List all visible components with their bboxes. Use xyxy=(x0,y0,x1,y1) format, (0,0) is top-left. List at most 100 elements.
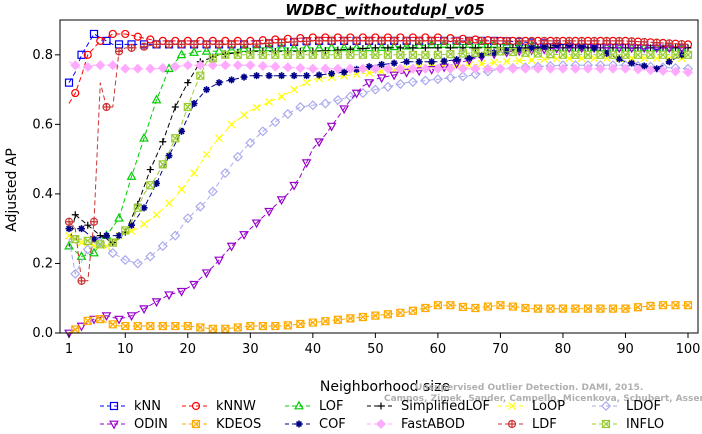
series-line-INFLO xyxy=(69,50,688,247)
point-kNNW xyxy=(421,33,430,42)
point-INFLO xyxy=(583,50,593,59)
legend-entry-LoOP: LoOP xyxy=(498,399,565,414)
point-KDEOS xyxy=(608,304,618,313)
point-FastABOD xyxy=(157,62,168,74)
legend-label: INFLO xyxy=(626,417,664,432)
point-LDF xyxy=(227,40,236,49)
point-LDF xyxy=(264,39,274,48)
point-COF xyxy=(115,232,123,240)
point-ODIN xyxy=(189,280,199,290)
point-FastABOD xyxy=(470,63,481,74)
point-KDEOS xyxy=(621,304,630,313)
point-LOF xyxy=(326,42,337,52)
chart-title: WDBC_withoutdupl_v05 xyxy=(285,1,484,19)
point-FastABOD xyxy=(420,63,431,74)
point-COF xyxy=(265,72,273,80)
point-LDF xyxy=(89,217,99,226)
point-KDEOS xyxy=(433,301,442,310)
point-LDF xyxy=(365,36,374,45)
point-INFLO xyxy=(596,50,605,59)
point-LOF xyxy=(289,42,299,52)
legend-label: kNN xyxy=(134,399,161,414)
legend-marker xyxy=(294,400,304,410)
point-COF xyxy=(478,52,486,60)
point-LoOP xyxy=(215,134,223,143)
point-LDF xyxy=(427,36,436,45)
point-FastABOD xyxy=(620,63,631,74)
point-SimplifiedLOF xyxy=(84,221,92,229)
point-INFLO xyxy=(246,50,255,59)
point-KDEOS xyxy=(283,321,292,330)
point-INFLO xyxy=(296,50,305,59)
point-LDOF xyxy=(332,94,343,106)
x-tick-label: 90 xyxy=(617,342,634,357)
point-LDOF xyxy=(132,258,143,269)
point-LDOF xyxy=(107,247,118,259)
point-FastABOD xyxy=(145,63,156,74)
point-LDF xyxy=(64,217,74,226)
point-KDEOS xyxy=(396,308,405,317)
point-FastABOD xyxy=(532,63,543,74)
point-KDEOS xyxy=(521,303,530,313)
legend-entry-ODIN: ODIN xyxy=(100,417,168,432)
point-INFLO xyxy=(196,71,205,80)
point-INFLO xyxy=(146,181,155,190)
point-LDF xyxy=(202,40,211,49)
point-LoOP xyxy=(165,199,173,208)
legend-marker xyxy=(507,419,517,429)
series-INFLO xyxy=(69,47,693,249)
point-LDF xyxy=(139,42,149,51)
point-KDEOS xyxy=(183,321,192,331)
point-KDEOS xyxy=(71,325,80,334)
point-COF xyxy=(453,56,461,64)
point-SimplifiedLOF xyxy=(434,44,442,52)
point-ODIN xyxy=(601,44,612,54)
legend-marker xyxy=(191,401,201,411)
point-KDEOS xyxy=(508,302,518,311)
point-KDEOS xyxy=(421,303,430,313)
legend-label: LDOF xyxy=(626,399,661,414)
series-LoOP xyxy=(65,54,688,250)
point-LOF xyxy=(126,171,137,180)
point-LDOF xyxy=(207,186,218,197)
point-LDF xyxy=(440,36,449,45)
point-LDF xyxy=(552,36,561,45)
point-KDEOS xyxy=(83,316,92,325)
point-INFLO xyxy=(333,50,342,59)
point-LOF xyxy=(226,44,237,54)
point-FastABOD xyxy=(220,60,231,71)
point-COF xyxy=(140,204,148,212)
point-ODIN xyxy=(376,74,387,84)
point-COF xyxy=(590,44,598,52)
point-LOF xyxy=(176,49,187,59)
point-LDF xyxy=(102,102,111,112)
point-ODIN xyxy=(126,312,137,322)
point-COF xyxy=(353,65,361,73)
x-axis-title: Neighborhood size xyxy=(320,379,450,395)
point-INFLO xyxy=(671,50,680,59)
point-INFLO xyxy=(621,50,630,59)
point-KDEOS xyxy=(646,301,655,310)
point-FastABOD xyxy=(457,63,468,74)
series-LDOF xyxy=(68,60,694,279)
point-SimplifiedLOF xyxy=(321,47,329,55)
point-FastABOD xyxy=(207,60,218,71)
point-COF xyxy=(303,72,311,80)
legend-label: FastABOD xyxy=(401,417,465,432)
point-INFLO xyxy=(558,50,568,59)
point-ODIN xyxy=(314,138,324,148)
point-COF xyxy=(615,55,623,63)
point-KDEOS xyxy=(583,304,593,313)
point-FastABOD xyxy=(332,63,343,74)
point-INFLO xyxy=(396,50,405,59)
point-LoOP xyxy=(152,210,161,219)
point-LOF xyxy=(214,45,224,55)
point-LoOP xyxy=(527,56,536,64)
point-LDOF xyxy=(270,116,281,128)
point-KDEOS xyxy=(546,304,555,313)
point-INFLO xyxy=(408,50,417,59)
point-COF xyxy=(215,79,223,87)
point-COF xyxy=(278,72,286,80)
legend-marker xyxy=(109,401,119,411)
point-LOF xyxy=(264,42,274,52)
